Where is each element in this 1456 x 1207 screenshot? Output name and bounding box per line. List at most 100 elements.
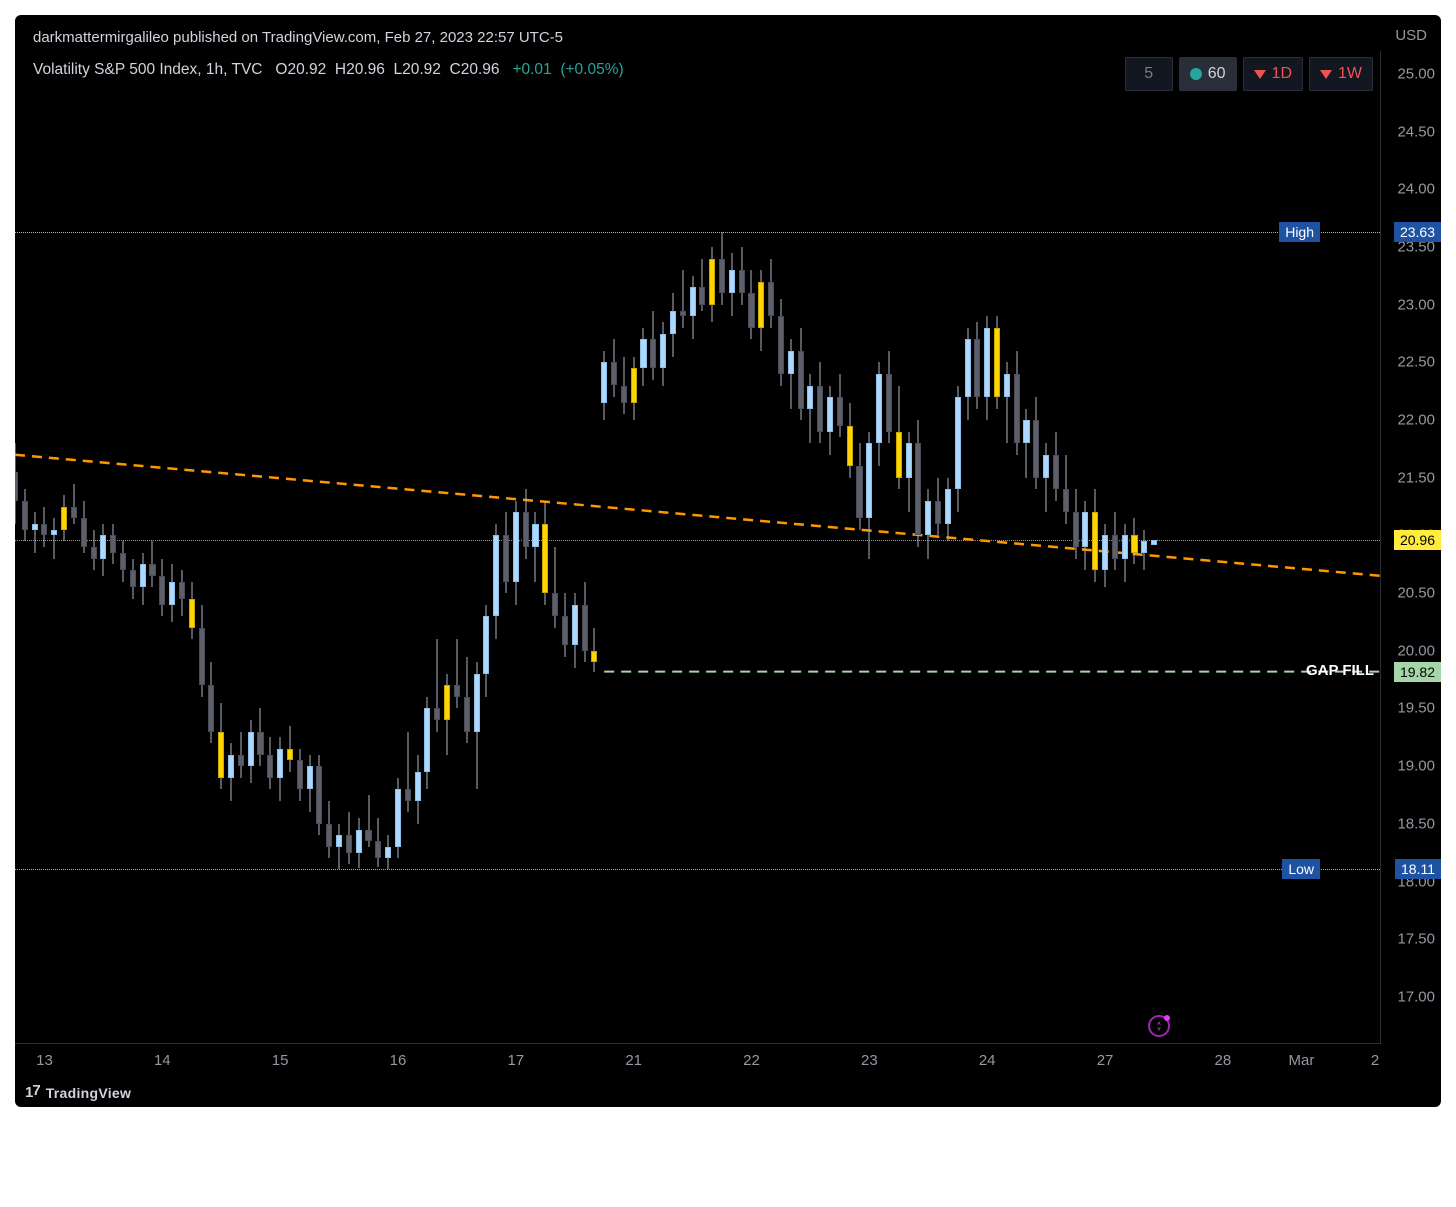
plot-area[interactable]: HighLowGAP FILL (15, 51, 1381, 1043)
candle (866, 432, 872, 559)
overlay-svg (15, 51, 1380, 1043)
candle (532, 512, 538, 581)
candle (1053, 432, 1059, 501)
candle (974, 322, 980, 409)
x-tick: 21 (625, 1052, 642, 1069)
x-tick: 28 (1215, 1052, 1232, 1069)
candle (827, 386, 833, 455)
y-tick: 20.00 (1397, 642, 1435, 659)
candle (15, 443, 18, 524)
candle (326, 801, 332, 859)
candle (621, 357, 627, 415)
candle (444, 674, 450, 755)
candle (591, 628, 597, 672)
candle (1043, 443, 1049, 512)
candle (1033, 397, 1039, 489)
publish-info: darkmattermirgalileo published on Tradin… (33, 29, 563, 46)
candle (523, 489, 529, 558)
candle (886, 351, 892, 443)
y-tick: 24.50 (1397, 123, 1435, 140)
candle (41, 507, 47, 547)
candle (365, 795, 371, 847)
candle (149, 541, 155, 587)
gap-fill-label: GAP FILL (1306, 662, 1374, 679)
y-tick: 23.00 (1397, 296, 1435, 313)
horizontal-line (15, 869, 1380, 870)
chart-container: darkmattermirgalileo published on Tradin… (15, 15, 1441, 1107)
candle (100, 524, 106, 576)
price-label: 19.82 (1394, 662, 1441, 682)
candle (434, 639, 440, 731)
candle (238, 732, 244, 778)
candle (778, 299, 784, 386)
candle (906, 432, 912, 513)
low-label: Low (1282, 859, 1320, 879)
y-tick: 25.00 (1397, 66, 1435, 83)
candle (405, 732, 411, 813)
candle (856, 443, 862, 530)
candle (955, 386, 961, 513)
candle (257, 708, 263, 766)
candle (748, 270, 754, 339)
candle (601, 351, 607, 420)
candle (493, 524, 499, 639)
candle (650, 311, 656, 380)
candle (513, 501, 519, 605)
x-tick: 13 (36, 1052, 53, 1069)
candle (71, 484, 77, 524)
candle (1131, 518, 1137, 564)
candle (925, 489, 931, 558)
candle (169, 564, 175, 622)
candle (542, 501, 548, 605)
horizontal-line (15, 232, 1380, 233)
candle (680, 270, 686, 328)
candle (199, 605, 205, 697)
candle (1112, 512, 1118, 570)
candle (847, 403, 853, 478)
price-label: 18.11 (1395, 859, 1441, 879)
candle (140, 553, 146, 605)
candle (572, 593, 578, 668)
y-tick: 19.00 (1397, 758, 1435, 775)
candle (1004, 362, 1010, 443)
x-tick: 22 (743, 1052, 760, 1069)
candle (375, 818, 381, 866)
candle (719, 232, 725, 305)
x-tick: Mar (1289, 1052, 1315, 1069)
candle (896, 386, 902, 490)
candle (415, 755, 421, 824)
candle (631, 357, 637, 420)
candle (552, 547, 558, 628)
price-label: 20.96 (1394, 530, 1441, 550)
y-axis[interactable]: 25.0024.5024.0023.5023.0022.5022.0021.50… (1381, 51, 1441, 1043)
candle (915, 420, 921, 547)
y-tick: 20.50 (1397, 585, 1435, 602)
candle (1122, 524, 1128, 582)
x-tick: 27 (1097, 1052, 1114, 1069)
x-tick: 23 (861, 1052, 878, 1069)
candle (640, 328, 646, 386)
candle (130, 559, 136, 599)
candle (562, 593, 568, 656)
x-tick: 17 (507, 1052, 524, 1069)
candle (424, 697, 430, 789)
candle (837, 374, 843, 437)
candle (483, 605, 489, 697)
candle (189, 582, 195, 640)
candle (32, 512, 38, 552)
x-tick: 2 (1371, 1052, 1379, 1069)
candle (768, 259, 774, 328)
candle (51, 518, 57, 558)
candle (120, 541, 126, 581)
x-tick: 15 (272, 1052, 289, 1069)
x-tick: 24 (979, 1052, 996, 1069)
candle (287, 726, 293, 772)
candle (385, 835, 391, 868)
candle (81, 501, 87, 553)
candle (474, 662, 480, 789)
candle (1014, 351, 1020, 455)
y-axis-unit: USD (1395, 27, 1427, 44)
snapshot-icon[interactable] (1148, 1015, 1170, 1037)
candle (1102, 524, 1108, 587)
x-axis[interactable]: 1314151617212223242728Mar2 (15, 1043, 1381, 1077)
